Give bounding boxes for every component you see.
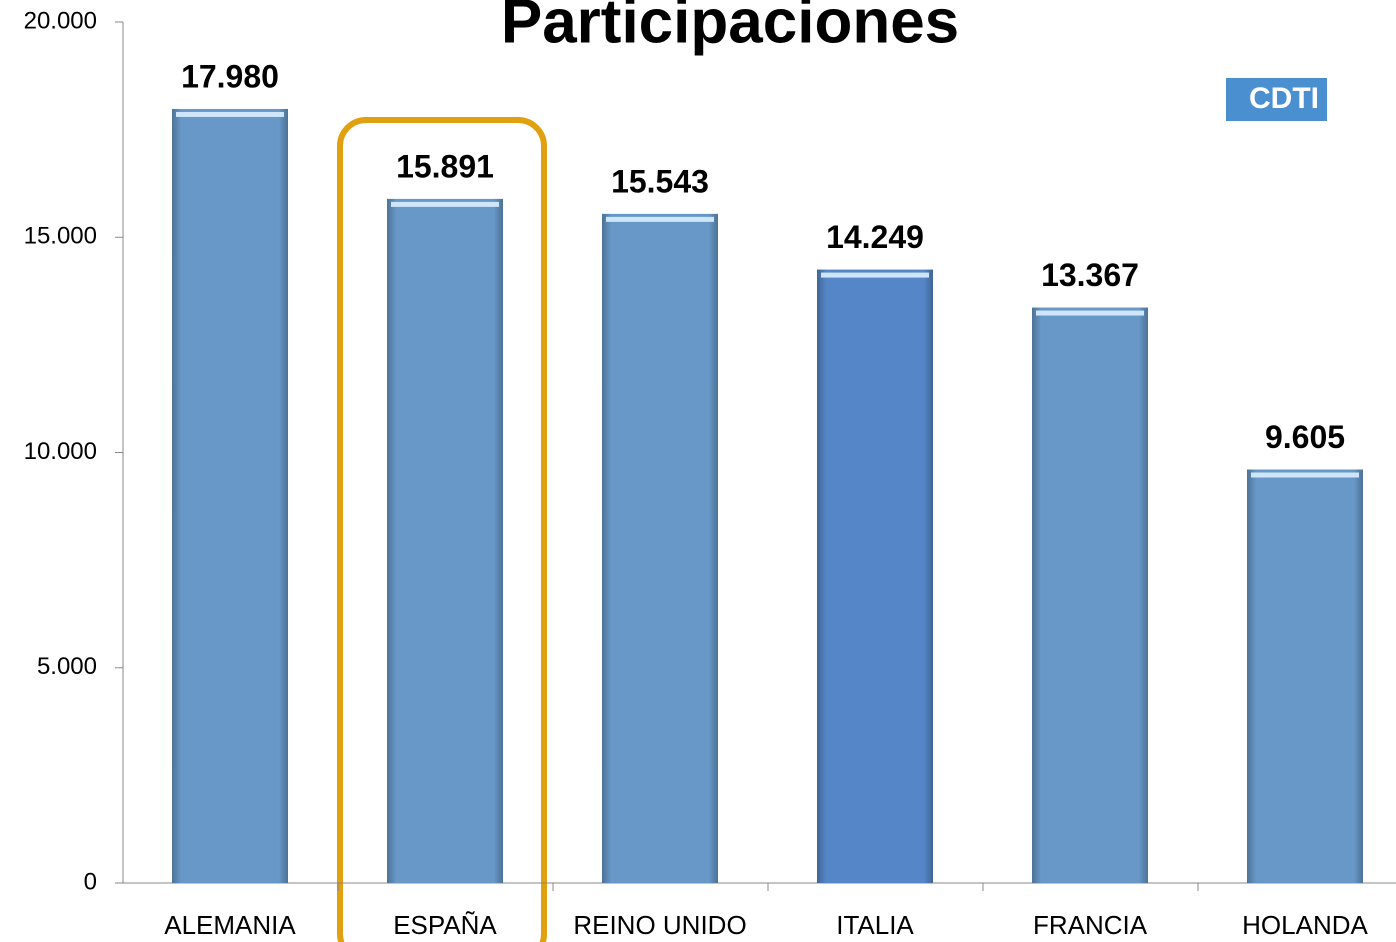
- x-tick-label: REINO UNIDO: [573, 910, 746, 940]
- bar-shade: [817, 269, 933, 883]
- logo: CDTI: [1249, 82, 1319, 115]
- bar-highlight: [821, 272, 929, 278]
- bar-shade: [602, 213, 718, 884]
- bar-highlight: [391, 201, 499, 207]
- bar-shade: [387, 198, 503, 883]
- logo-box: [1226, 78, 1327, 121]
- chart-title: Participaciones: [501, 0, 959, 56]
- y-tick-label: 20.000: [24, 7, 97, 34]
- value-label: 15.543: [611, 163, 709, 199]
- bar-highlight: [1036, 310, 1144, 316]
- bar-highlight: [176, 111, 284, 117]
- y-tick-label: 0: [84, 868, 97, 895]
- value-label: 14.249: [826, 219, 924, 255]
- y-tick-label: 5.000: [37, 653, 97, 680]
- bar-highlight: [606, 216, 714, 222]
- value-label: 15.891: [396, 148, 494, 184]
- y-tick-label: 15.000: [24, 223, 97, 250]
- value-label: 9.605: [1265, 419, 1345, 455]
- x-tick-label: ITALIA: [836, 910, 914, 940]
- highlight-box: [337, 117, 547, 942]
- bar-shade: [1032, 307, 1148, 883]
- x-tick-label: FRANCIA: [1033, 910, 1148, 940]
- bar-shade: [1247, 469, 1363, 883]
- x-tick-label: ESPAÑA: [393, 910, 497, 940]
- x-tick-label: ALEMANIA: [164, 910, 296, 940]
- bar-shade: [172, 108, 288, 883]
- bar-highlight: [1251, 472, 1359, 478]
- y-tick-label: 10.000: [24, 438, 97, 465]
- value-label: 17.980: [181, 58, 279, 94]
- x-tick-label: HOLANDA: [1242, 910, 1368, 940]
- value-label: 13.367: [1041, 257, 1139, 293]
